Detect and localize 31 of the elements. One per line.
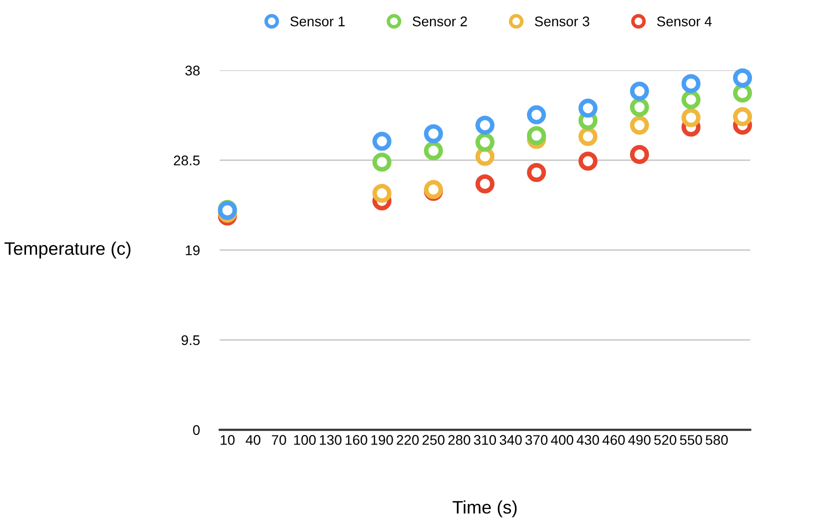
x-tick-label: 400 <box>550 435 574 445</box>
y-tick-label: 19 <box>186 245 200 256</box>
y-tick-label: 9.5 <box>182 335 200 346</box>
legend-label: Sensor 1 <box>290 16 345 26</box>
x-tick-label: 340 <box>500 435 522 445</box>
x-tick-label: 40 <box>246 435 260 445</box>
y-tick-label: 28.5 <box>174 156 200 166</box>
x-tick-label: 70 <box>272 435 286 445</box>
y-tick-label: 0 <box>193 425 200 435</box>
x-tick-label: 460 <box>602 435 625 445</box>
x-tick-label: 280 <box>448 435 470 445</box>
x-axis-title: Time (s) <box>452 500 517 518</box>
x-tick-label: 100 <box>294 435 316 445</box>
x-tick-label: 430 <box>576 435 600 445</box>
x-tick-label: 310 <box>474 435 496 445</box>
x-tick-label: 520 <box>654 435 676 445</box>
x-tick-label: 160 <box>346 435 368 445</box>
legend-label: Sensor 2 <box>412 16 467 26</box>
y-tick-label: 38 <box>185 66 200 76</box>
x-tick-label: 250 <box>422 435 444 445</box>
x-tick-label: 370 <box>525 435 548 445</box>
x-tick-label: 190 <box>371 435 393 445</box>
y-axis-title: Temperature (c) <box>4 242 130 258</box>
x-tick-label: 10 <box>220 435 235 445</box>
x-tick-label: 550 <box>680 435 702 445</box>
legend-label: Sensor 3 <box>534 16 590 26</box>
x-tick-label: 130 <box>320 435 342 445</box>
x-tick-label: 220 <box>396 435 419 445</box>
x-tick-label: 580 <box>706 435 728 445</box>
legend-label: Sensor 4 <box>657 16 712 26</box>
x-tick-label: 490 <box>628 435 651 445</box>
